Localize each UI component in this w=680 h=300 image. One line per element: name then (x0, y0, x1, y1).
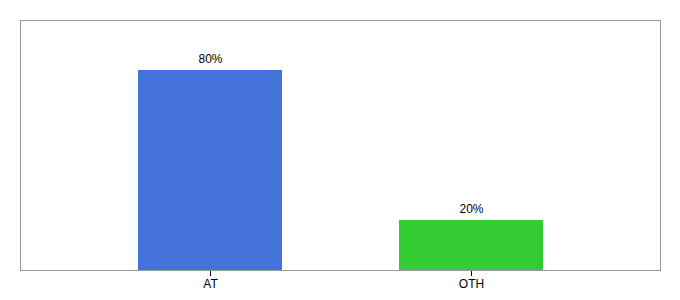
svg-text:AT: AT (203, 277, 218, 291)
svg-text:OTH: OTH (459, 277, 484, 291)
svg-text:20%: 20% (459, 202, 483, 216)
svg-text:80%: 80% (198, 52, 222, 66)
